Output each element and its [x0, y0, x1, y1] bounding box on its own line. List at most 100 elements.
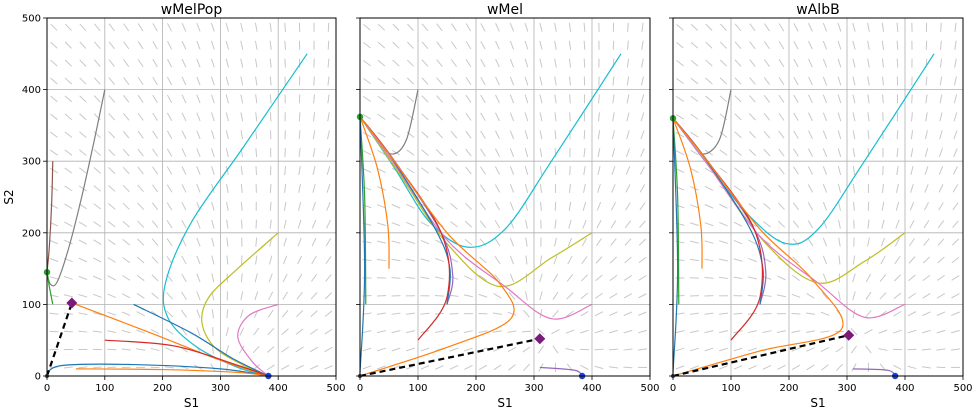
field-arrow [718, 330, 728, 334]
field-arrow [734, 167, 742, 174]
field-arrow [763, 112, 771, 121]
field-arrow [509, 237, 515, 247]
field-arrow [953, 130, 958, 140]
field-arrow [211, 201, 215, 211]
field-arrow [640, 76, 644, 86]
field-arrow [50, 77, 58, 85]
field-arrow [391, 185, 401, 191]
panel-title: wAlbB [796, 2, 839, 18]
field-arrow [122, 166, 130, 175]
field-arrow [296, 273, 303, 283]
field-arrow [569, 165, 571, 176]
trajectory-pink [672, 117, 906, 319]
field-arrow [93, 167, 102, 174]
saddle-marker [534, 333, 546, 345]
field-arrow [523, 309, 530, 318]
field-arrow [525, 219, 528, 229]
field-arrow [690, 149, 699, 156]
field-arrow [690, 59, 699, 67]
field-arrow [938, 202, 944, 211]
field-arrow [509, 148, 515, 157]
field-arrow [704, 347, 714, 352]
field-arrow [255, 237, 258, 247]
field-arrow [196, 130, 201, 140]
field-arrow [108, 113, 116, 121]
field-arrow [210, 40, 215, 50]
field-arrow [240, 76, 244, 86]
field-arrow [793, 58, 799, 68]
field-arrow [952, 220, 959, 228]
field-arrow [107, 293, 117, 299]
field-arrow [239, 309, 244, 319]
field-arrow [391, 204, 401, 209]
field-arrow [63, 294, 73, 298]
field-arrow [122, 148, 130, 157]
field-arrow [881, 40, 885, 50]
field-arrow [610, 238, 617, 246]
field-arrow [552, 291, 559, 300]
field-arrow [450, 130, 458, 139]
trajectory-green [672, 118, 680, 305]
field-arrow [494, 148, 500, 157]
field-arrow [391, 330, 401, 334]
field-arrow [267, 327, 275, 336]
field-arrow [522, 363, 530, 372]
tick-labels: 0 100 200 300 400 500 0 100 200 300 400 500 [22, 14, 346, 395]
field-arrow [624, 220, 632, 229]
field-arrow [269, 112, 272, 122]
field-arrow [311, 273, 318, 282]
field-arrow [211, 273, 215, 283]
field-arrow [225, 76, 229, 86]
field-arrow [509, 76, 515, 86]
field-arrow [580, 310, 589, 317]
field-arrow [64, 185, 73, 192]
field-arrow [122, 256, 131, 264]
field-arrow [196, 112, 201, 122]
field-arrow [79, 113, 87, 121]
field-arrow [494, 184, 501, 193]
field-arrow [480, 130, 486, 139]
field-arrow [167, 40, 173, 50]
field-arrow [377, 365, 386, 370]
field-arrow [211, 219, 215, 229]
field-arrow [79, 95, 87, 103]
field-arrow [295, 364, 304, 370]
field-arrow [420, 258, 430, 262]
field-arrow [391, 258, 401, 262]
field-arrow [705, 95, 713, 103]
field-arrow [893, 310, 902, 317]
field-arrow [64, 77, 73, 85]
field-arrow [583, 165, 586, 176]
field-arrow [539, 309, 543, 319]
field-arrow [107, 239, 116, 246]
field-arrow [93, 113, 101, 121]
field-arrow [733, 185, 742, 192]
field-arrow [309, 346, 319, 353]
field-arrow [524, 94, 529, 104]
field-arrow [324, 292, 333, 300]
trajectory-orange [672, 117, 844, 377]
field-arrow [210, 58, 215, 68]
field-arrow [822, 255, 828, 265]
field-arrow [225, 94, 229, 104]
field-arrow [196, 40, 201, 50]
field-arrow [108, 41, 115, 50]
field-arrow [690, 131, 699, 138]
field-arrow [638, 238, 647, 246]
field-arrow [718, 312, 728, 315]
field-arrow [363, 24, 371, 31]
field-arrow [465, 112, 472, 121]
field-arrow [494, 274, 501, 282]
field-arrow [878, 329, 888, 334]
x-tick-label: 0 [44, 383, 50, 394]
field-arrow [852, 130, 856, 140]
field-arrow [627, 40, 629, 50]
field-arrow [151, 220, 159, 229]
field-arrow [465, 76, 472, 86]
field-arrow [405, 276, 415, 279]
field-arrow [806, 364, 815, 371]
x-tick-label: 0 [670, 383, 676, 394]
field-arrow [639, 184, 646, 193]
field-arrow [449, 365, 459, 370]
field-arrow [283, 219, 287, 229]
